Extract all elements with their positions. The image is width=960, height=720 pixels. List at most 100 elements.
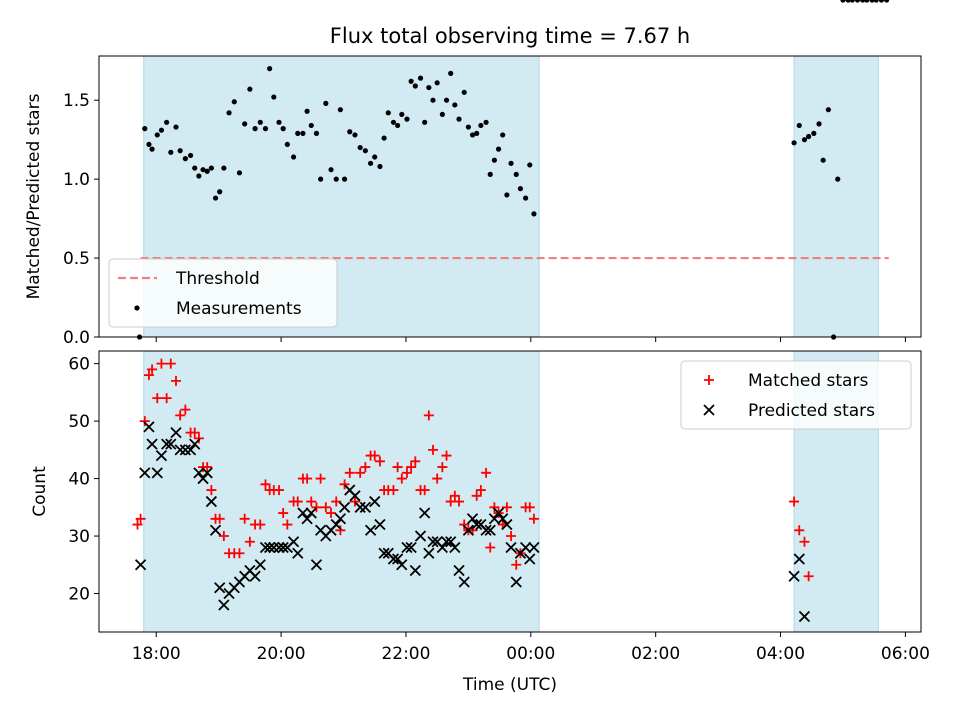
predicted-point — [387, 553, 400, 565]
predicted-point — [305, 507, 317, 519]
measurement-point — [835, 176, 841, 182]
predicted-point — [401, 541, 413, 554]
predicted-point — [440, 536, 453, 548]
matched-point — [147, 364, 158, 375]
y-axis-label: Matched/Predicted stars — [24, 93, 44, 299]
predicted-point — [254, 559, 266, 571]
matched-point — [161, 393, 172, 404]
predicted-point — [793, 553, 805, 565]
matched-point — [306, 496, 317, 507]
measurement-point — [208, 165, 214, 171]
matched-point — [454, 496, 465, 507]
predicted-point — [264, 541, 276, 554]
predicted-point — [297, 507, 309, 519]
measurement-point — [434, 80, 440, 86]
matched-point — [165, 358, 176, 369]
matched-point — [396, 473, 407, 484]
matched-point — [315, 473, 326, 484]
matched-point — [311, 502, 322, 513]
predicted-point — [354, 501, 366, 513]
measurement-point — [276, 119, 282, 125]
measurement-point — [854, 0, 861, 3]
matched-point — [278, 508, 289, 519]
measurement-point — [173, 124, 179, 130]
chart-title: Flux total observing time = 7.67 h — [330, 24, 690, 48]
measurement-point — [439, 111, 445, 118]
measurement-point — [385, 110, 391, 116]
matched-point — [475, 485, 486, 496]
y-tick-label: 60 — [68, 355, 90, 375]
matched-point — [799, 536, 810, 547]
legend-label: Predicted stars — [748, 401, 875, 421]
matched-point — [175, 410, 186, 421]
measurement-point — [426, 84, 432, 91]
measurement-point — [146, 141, 152, 148]
matched-point — [331, 496, 342, 507]
matched-point — [441, 450, 452, 461]
measurement-point — [328, 167, 334, 173]
matched-point — [244, 536, 255, 547]
measurement-point — [357, 144, 363, 151]
legend-marker — [704, 375, 714, 385]
measurement-point — [284, 141, 290, 148]
matched-point — [485, 542, 496, 553]
measurement-point — [295, 130, 301, 136]
matched-point — [449, 490, 460, 501]
matched-point — [156, 358, 167, 369]
matched-point — [274, 485, 285, 496]
measurement-point — [478, 122, 484, 129]
measurement-point — [806, 133, 812, 140]
legend-label: Threshold — [175, 269, 260, 289]
measurement-point — [448, 70, 454, 76]
matched-point — [459, 519, 470, 530]
y-tick-label: 0.0 — [63, 328, 90, 348]
predicted-point — [519, 541, 532, 554]
matched-point — [326, 508, 337, 519]
predicted-point — [277, 541, 289, 554]
measurement-point — [461, 89, 467, 95]
measurement-point — [154, 132, 160, 138]
measurement-point — [443, 97, 450, 103]
measurement-point — [504, 192, 510, 198]
measurement-point — [257, 119, 263, 125]
predicted-point — [423, 547, 435, 559]
ratio-panel: 0.0 0.5 1.0 1.5 Matched/Predicted stars Thres… — [24, 0, 922, 348]
predicted-point — [488, 513, 501, 525]
legend-box — [680, 360, 912, 430]
measurement-point — [452, 102, 458, 108]
matched-point — [139, 416, 150, 427]
predicted-point — [139, 467, 151, 479]
matched-point — [360, 462, 371, 473]
predicted-point — [310, 559, 323, 571]
measurement-point — [313, 130, 320, 136]
count-panel: 20 30 40 50 60 18:00 20:00 22:00 00:00 02:00 04:00… — [30, 351, 930, 664]
x-tick-label: 02:00 — [631, 644, 680, 664]
measurement-point — [791, 140, 797, 146]
matched-point — [282, 519, 293, 530]
measurement-point — [845, 0, 851, 3]
measurement-point — [395, 122, 401, 129]
matched-point — [214, 513, 225, 524]
predicted-point — [510, 576, 522, 588]
matched-point — [260, 479, 271, 490]
predicted-point — [505, 541, 517, 554]
matched-point — [432, 473, 443, 484]
predicted-point — [458, 576, 470, 588]
measurement-point — [204, 168, 210, 174]
matched-point — [401, 467, 412, 478]
matched-point — [423, 410, 434, 421]
predicted-point — [466, 513, 479, 525]
measurement-point — [262, 126, 269, 132]
measurement-point — [820, 157, 826, 163]
predicted-point — [391, 553, 404, 565]
x-tick-label: 22:00 — [381, 644, 430, 664]
measurement-point — [390, 119, 397, 125]
predicted-point — [330, 518, 342, 531]
measurement-point — [487, 171, 493, 177]
matched-point — [344, 467, 355, 478]
measurement-point — [796, 122, 802, 129]
measurement-point — [404, 116, 410, 122]
matched-point — [292, 496, 303, 507]
matched-point — [419, 485, 430, 496]
measurement-point — [527, 162, 533, 168]
